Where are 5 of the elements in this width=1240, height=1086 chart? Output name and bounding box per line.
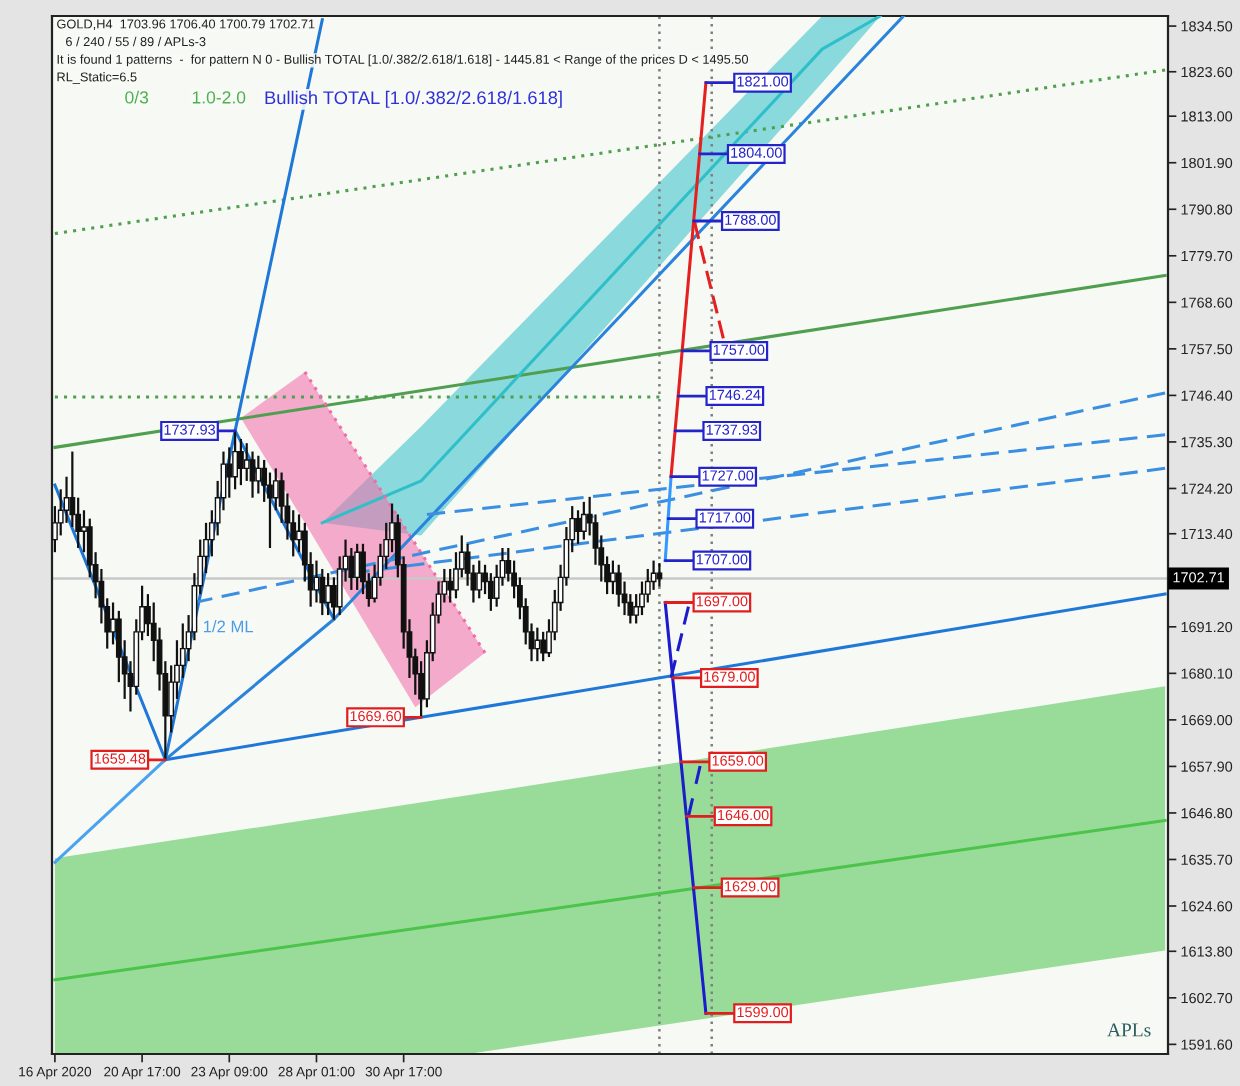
annotation: APLs	[1107, 1023, 1151, 1037]
annotation: 1.0-2.0	[192, 91, 246, 104]
annotation: 0/3	[125, 90, 149, 104]
annotation: Bullish TOTAL [1.0/.382/2.618/1.618]	[265, 90, 562, 108]
annotation: 1/2 ML	[203, 620, 254, 633]
